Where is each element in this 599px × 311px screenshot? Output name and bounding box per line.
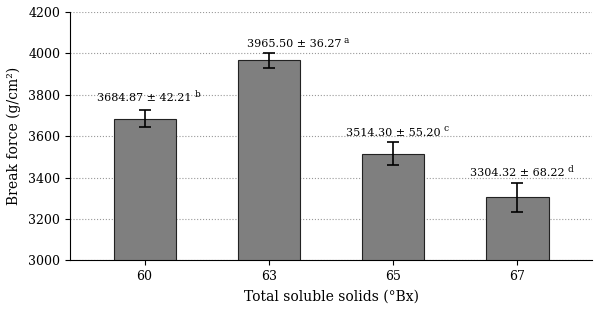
X-axis label: Total soluble solids (°Bx): Total soluble solids (°Bx): [244, 290, 419, 304]
Text: a: a: [344, 36, 349, 45]
Text: b: b: [195, 90, 201, 99]
Bar: [113, 118, 176, 311]
Text: 3965.50 ± 36.27: 3965.50 ± 36.27: [247, 39, 341, 49]
Text: 3684.87 ± 42.21: 3684.87 ± 42.21: [98, 93, 192, 103]
Text: 3514.30 ± 55.20: 3514.30 ± 55.20: [346, 128, 441, 138]
Y-axis label: Break force (g/cm²): Break force (g/cm²): [7, 67, 22, 205]
Bar: [486, 197, 549, 311]
Text: c: c: [443, 124, 449, 133]
Bar: [362, 154, 424, 311]
Text: d: d: [568, 165, 573, 174]
Text: 3304.32 ± 68.22: 3304.32 ± 68.22: [470, 168, 565, 178]
Bar: [238, 61, 300, 311]
